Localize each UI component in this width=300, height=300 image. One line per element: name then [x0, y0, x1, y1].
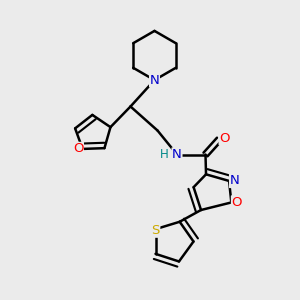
Text: O: O	[219, 131, 230, 145]
Text: H: H	[160, 148, 169, 161]
Text: N: N	[172, 148, 182, 161]
Text: O: O	[232, 196, 242, 209]
Text: S: S	[151, 224, 160, 237]
Text: N: N	[150, 74, 159, 87]
Text: O: O	[73, 142, 83, 155]
Text: N: N	[230, 174, 239, 188]
